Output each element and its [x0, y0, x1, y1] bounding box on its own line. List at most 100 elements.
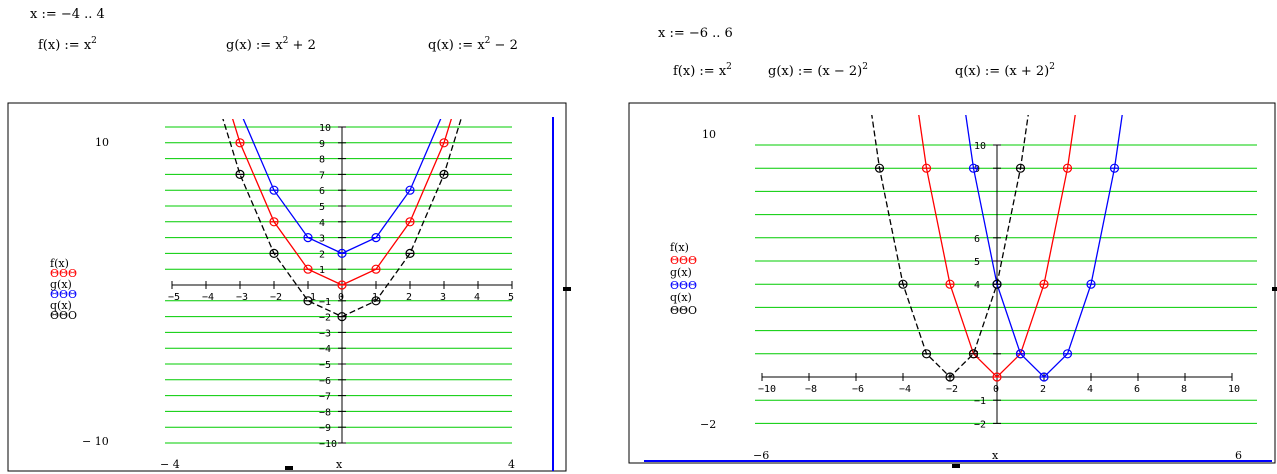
left-xmin-label: − 4 [160, 458, 180, 471]
left-point-g [337, 248, 347, 258]
left-point-g [303, 233, 313, 243]
right-x-tick-label: −6 [852, 384, 864, 395]
left-function-definition-q: q(x) := x2 − 2 [428, 36, 518, 53]
left-point-f [405, 217, 415, 227]
right-point-q [968, 349, 979, 359]
left-x-tick-label: −4 [202, 292, 214, 303]
left-y-tick-label: −10 [319, 439, 337, 450]
left-point-f [371, 264, 381, 274]
left-point-q [337, 312, 347, 322]
right-x-axis-label: x [992, 449, 999, 462]
left-x-tick-label: −3 [236, 292, 248, 303]
right-point-f [945, 279, 955, 289]
left-x-axis-label: x [336, 458, 343, 471]
left-plot-svg: −5 −4 −3 −2 −1 0 1 2 3 4 5−10−9−8−7−6−5−4−3−2−1123… [7, 102, 571, 472]
left-y-tick-label: −1 [319, 297, 331, 308]
right-function-definition-g: g(x) := (x − 2)2 [768, 62, 868, 79]
left-resize-handle-right[interactable] [563, 287, 571, 291]
right-point-q [874, 163, 885, 173]
right-point-f [992, 372, 1002, 382]
right-point-g [968, 163, 979, 173]
left-legend-f-name: f(x) [50, 257, 69, 270]
right-y-tick-label: −1 [974, 396, 986, 407]
left-x-tick-label: 5 [508, 292, 514, 303]
left-resize-handle-bottom[interactable] [285, 466, 293, 470]
right-function-definition-f: f(x) := x2 [673, 62, 732, 79]
right-point-f [1062, 163, 1073, 173]
left-y-tick-label: 3 [319, 234, 325, 245]
right-y-tick-label: 6 [974, 234, 980, 245]
left-point-q [439, 169, 449, 180]
left-range-definition: x := −4 .. 4 [30, 7, 105, 22]
left-y-tick-label: 2 [319, 249, 325, 260]
right-plot-region[interactable]: −10 −8 −6 −4 −2 0 2 4 6 8 10 −2 −1 1 4 5 6 9 10 10 −2 −6 6… [620, 95, 1277, 474]
left-point-f [235, 138, 245, 148]
left-point-f [303, 264, 313, 274]
left-y-tick-label: −5 [319, 360, 331, 371]
right-x-tick-label: 4 [1087, 384, 1093, 395]
right-x-tick-label: 0 [993, 384, 999, 395]
right-legend-q-markers: ΘΘO [670, 304, 697, 317]
right-resize-handle-bottom[interactable] [952, 464, 960, 468]
right-xmax-label: 6 [1235, 449, 1242, 462]
right-point-f [921, 163, 932, 173]
right-point-f [1039, 279, 1049, 289]
left-xmax-label: 4 [508, 458, 515, 471]
right-legend-f-name: f(x) [670, 241, 689, 254]
left-x-tick-label: 0 [338, 292, 344, 303]
left-function-definition-g: g(x) := x2 + 2 [226, 36, 316, 53]
right-xmin-label: −6 [753, 449, 769, 462]
right-range-definition: x := −6 .. 6 [658, 26, 733, 41]
right-legend: f(x) ΘΘΘ g(x) ΘΘΘ q(x) ΘΘO [670, 241, 697, 317]
right-y-tick-label: 4 [974, 280, 980, 291]
left-y-tick-label: −8 [319, 407, 331, 418]
left-x-tick-label: 2 [406, 292, 412, 303]
left-plot-region[interactable]: −5 −4 −3 −2 −1 0 1 2 3 4 5 −10 −9 −8 −7 −6 −5 −4 −3 −2 −1 1 2 3… [0, 95, 600, 474]
left-ymax-label: 10 [95, 136, 109, 149]
left-legend-g-name: g(x) [50, 278, 72, 291]
left-y-tick-label: 8 [319, 155, 325, 166]
left-y-tick-label: 5 [319, 202, 325, 213]
left-legend-f-markers: ΘΘΘ [50, 267, 77, 280]
left-y-tick-label: 10 [319, 123, 331, 134]
left-y-tick-label: −7 [319, 392, 331, 403]
right-y-tick-label: 5 [974, 257, 980, 268]
left-point-g [371, 233, 381, 243]
left-y-tick-label: −9 [319, 423, 331, 434]
right-x-tick-label: −2 [946, 384, 958, 395]
left-y-tick-label: 6 [319, 186, 325, 197]
right-x-tick-label: −8 [805, 384, 817, 395]
left-legend: f(x) ΘΘΘ g(x) ΘΘΘ q(x) ΘΘO [50, 257, 77, 322]
right-point-q [898, 279, 908, 289]
right-x-tick-label: 10 [1228, 384, 1240, 395]
right-point-q [992, 279, 1002, 289]
left-point-q [405, 248, 415, 258]
left-point-g [269, 185, 279, 195]
right-point-q [945, 372, 955, 382]
right-x-tick-label: −4 [899, 384, 911, 395]
right-point-g [1062, 349, 1073, 359]
left-point-q [303, 296, 313, 306]
left-x-tick-label: 4 [474, 292, 480, 303]
left-x-tick-label: 1 [372, 292, 378, 303]
right-point-g [1086, 279, 1096, 289]
left-point-q [235, 169, 245, 180]
right-resize-handle-right[interactable] [1272, 287, 1277, 291]
left-point-f [439, 138, 449, 148]
left-y-tick-label: −2 [319, 313, 331, 324]
left-legend-g-markers: ΘΘΘ [50, 288, 77, 301]
right-legend-f-markers: ΘΘΘ [670, 254, 697, 267]
right-x-tick-label: 2 [1040, 384, 1046, 395]
left-legend-q-markers: ΘΘO [50, 309, 77, 322]
right-ymax-label: 10 [702, 128, 716, 141]
right-point-g [1109, 163, 1120, 173]
right-ymin-label: −2 [700, 418, 716, 431]
right-y-tick-label: 10 [974, 141, 986, 152]
right-legend-q-name: q(x) [670, 291, 692, 304]
left-y-tick-label: 9 [319, 139, 325, 150]
left-y-tick-label: 4 [319, 218, 325, 229]
left-x-tick-label: −5 [168, 292, 180, 303]
right-point-q [921, 349, 932, 359]
right-point-g [1015, 349, 1026, 359]
right-point-q [1015, 163, 1026, 173]
